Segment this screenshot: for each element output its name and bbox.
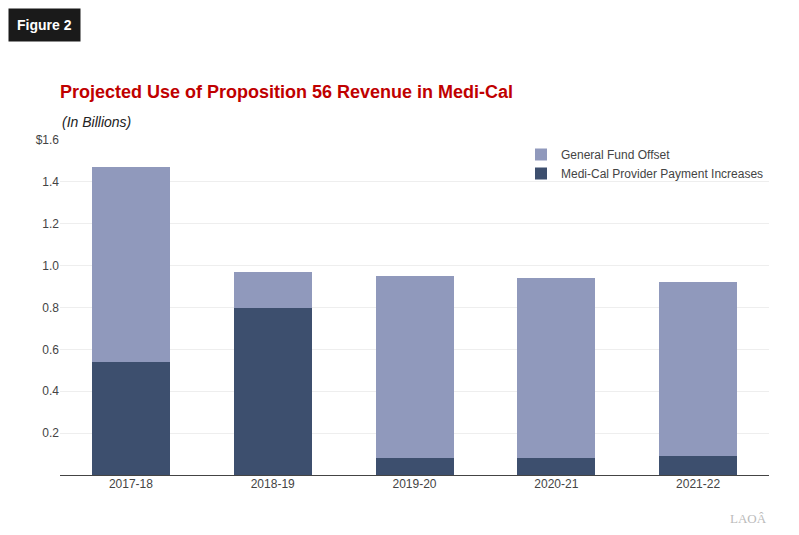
svg-text:0.6: 0.6 xyxy=(42,343,59,357)
svg-text:2020-21: 2020-21 xyxy=(534,477,578,491)
svg-text:LAOÂ: LAOÂ xyxy=(730,511,767,526)
svg-text:2017-18: 2017-18 xyxy=(109,477,153,491)
svg-text:0.2: 0.2 xyxy=(42,426,59,440)
svg-text:General Fund Offset: General Fund Offset xyxy=(561,148,670,162)
svg-text:Projected Use of Proposition 5: Projected Use of Proposition 56 Revenue … xyxy=(60,82,513,102)
svg-text:Figure 2: Figure 2 xyxy=(17,17,72,33)
svg-text:1.0: 1.0 xyxy=(42,259,59,273)
svg-text:2021-22: 2021-22 xyxy=(676,477,720,491)
svg-text:0.8: 0.8 xyxy=(42,301,59,315)
svg-text:1.4: 1.4 xyxy=(42,175,59,189)
svg-text:(In Billions): (In Billions) xyxy=(62,114,131,130)
svg-text:2019-20: 2019-20 xyxy=(392,477,436,491)
svg-text:2018-19: 2018-19 xyxy=(251,477,295,491)
svg-text:$1.6: $1.6 xyxy=(36,133,60,147)
svg-text:1.2: 1.2 xyxy=(42,217,59,231)
svg-text:Medi-Cal Provider Payment Incr: Medi-Cal Provider Payment Increases xyxy=(561,167,763,181)
svg-text:0.4: 0.4 xyxy=(42,384,59,398)
